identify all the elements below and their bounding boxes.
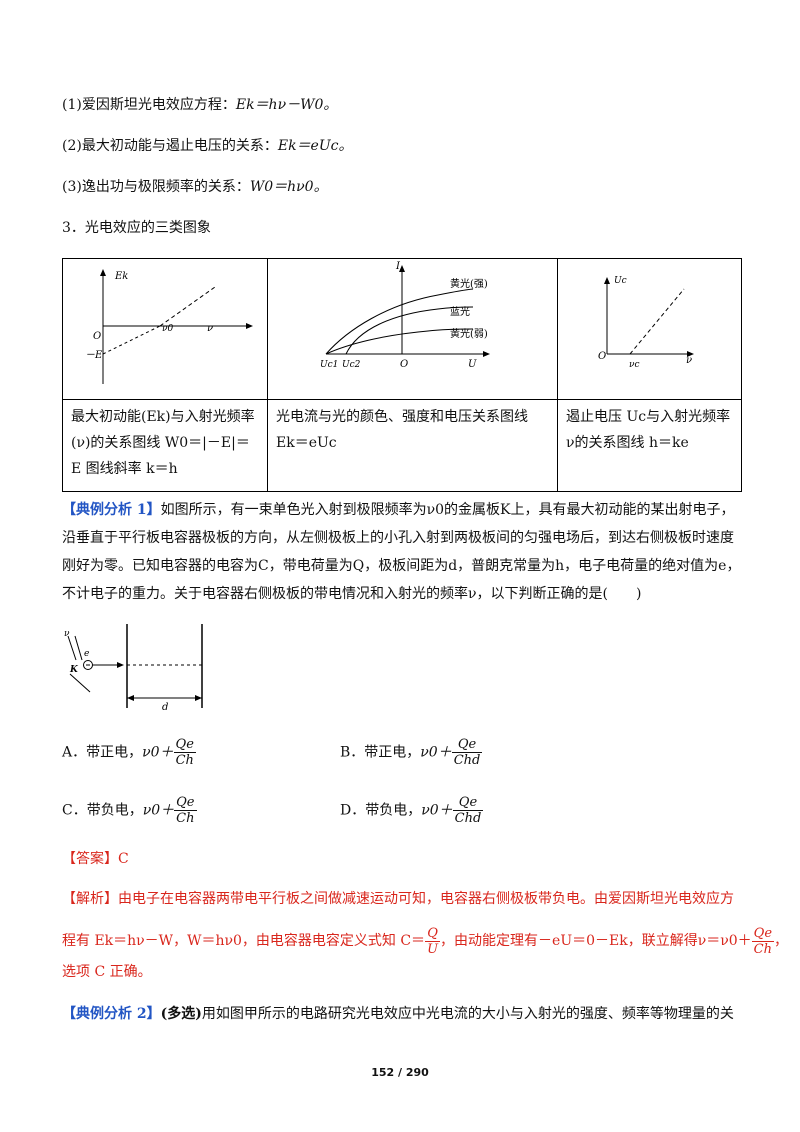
- option-fraction: Qe Chd: [451, 737, 483, 768]
- option-d: D．带负电，ν0＋ Qe Chd: [340, 795, 484, 826]
- graph-uc-vs-nu: Uc O νc ν: [598, 276, 694, 370]
- fraction-denominator: Chd: [453, 753, 481, 768]
- curve-label-yellow-weak: 黄光(弱): [450, 327, 488, 340]
- origin-label: O: [598, 351, 606, 362]
- example1-tag: 【典例分析 1】: [62, 502, 161, 518]
- capacitor-figure: ν e K d: [64, 624, 203, 712]
- graph-ek-vs-nu: Ek O ν0 ν －E: [85, 269, 253, 384]
- formula-prefix: (2)最大初动能与遏止电压的关系：: [62, 138, 278, 154]
- graph-table: Ek O ν0 ν －E I 黄光(强) 蓝光 黄光(弱) Uc1: [62, 258, 742, 492]
- analysis-text: ，由动能定理有－eU＝0－Ek，联立解得ν＝ν0＋: [440, 933, 752, 949]
- option-base: ν0＋: [420, 744, 452, 761]
- origin-label: O: [400, 359, 408, 370]
- formula-line-1: (1)爱因斯坦光电效应方程：Ek＝hν－W0。: [62, 95, 337, 115]
- option-c: C．带负电，ν0＋ Qe Ch: [62, 795, 197, 826]
- e-label: e: [84, 649, 89, 659]
- caption-3: 遏止电压 Uc与入射光频率ν的关系图线 h＝ke: [557, 399, 742, 492]
- example1-question: 【典例分析 1】如图所示，有一束单色光入射到极限频率为ν0的金属板K上，具有最大…: [62, 496, 742, 608]
- fraction-numerator: Qe: [751, 925, 775, 942]
- fraction-numerator: Qe: [173, 737, 196, 753]
- formula-line-3: (3)逸出功与极限频率的关系：W0＝hν0。: [62, 177, 328, 197]
- graph-cell-1: Ek O ν0 ν －E: [62, 258, 268, 400]
- option-label: D．带负电，: [340, 802, 422, 819]
- fraction-denominator: Chd: [454, 811, 482, 826]
- axis-label-u: U: [468, 359, 477, 370]
- option-fraction: Qe Ch: [174, 795, 197, 826]
- example2-tag: 【典例分析 2】: [62, 1006, 161, 1022]
- graph-i-vs-u: I 黄光(强) 蓝光 黄光(弱) Uc1 Uc2 O U: [320, 261, 490, 370]
- option-b: B．带正电，ν0＋ Qe Chd: [340, 737, 483, 768]
- fraction-numerator: Qe: [452, 795, 484, 811]
- option-base: ν0＋: [142, 744, 174, 761]
- example1-text: 如图所示，有一束单色光入射到极限频率为ν0的金属板K上，具有最大初动能的某出射电…: [62, 502, 741, 602]
- option-label: C．带负电，: [62, 802, 143, 819]
- graph-cell-2: I 黄光(强) 蓝光 黄光(弱) Uc1 Uc2 O U: [267, 258, 558, 400]
- fraction-numerator: Qe: [451, 737, 483, 753]
- fraction-denominator: U: [427, 941, 439, 957]
- formula-eq: Ek＝eUc。: [277, 138, 353, 154]
- curve-label-yellow-strong: 黄光(强): [450, 277, 488, 290]
- fraction-numerator: Qe: [174, 795, 197, 811]
- analysis-line-1: 【解析】由电子在电容器两带电平行板之间做减速运动可知，电容器右侧极板带负电。由爱…: [62, 891, 734, 907]
- formula-prefix: (3)逸出功与极限频率的关系：: [62, 179, 250, 195]
- graph-cell-3: Uc O νc ν: [557, 258, 742, 400]
- nu0-label: ν0: [162, 324, 173, 334]
- option-a: A．带正电，ν0＋ Qe Ch: [62, 737, 196, 768]
- nu-label: ν: [64, 629, 70, 639]
- analysis-line-2: 程有 Ek＝hν－W，W＝hν0，由电容器电容定义式知 C＝ Q U ，由动能定理有－…: [62, 924, 788, 958]
- fraction-denominator: Ch: [176, 811, 195, 826]
- uc2-label: Uc2: [342, 360, 361, 370]
- axis-label-nu: ν: [207, 323, 213, 334]
- axis-label-ek: Ek: [114, 271, 128, 282]
- k-label: K: [69, 665, 79, 675]
- option-fraction: Qe Ch: [173, 737, 196, 768]
- formula-eq: W0＝hν0。: [249, 179, 328, 195]
- option-label: B．带正电，: [340, 744, 421, 761]
- analysis-text: 程有 Ek＝hν－W，W＝hν0，由电容器电容定义式知 C＝: [62, 933, 426, 949]
- option-label: A．带正电，: [62, 744, 143, 761]
- axis-label-i: I: [395, 261, 401, 272]
- neg-e-label: －E: [85, 350, 103, 361]
- option-base: ν0＋: [142, 802, 175, 819]
- multi-choice-tag: (多选): [160, 1006, 202, 1022]
- example2-text: 用如图甲所示的电路研究光电效应中光电流的大小与入射光的强度、频率等物理量的关: [201, 1006, 734, 1022]
- example2-question: 【典例分析 2】(多选)用如图甲所示的电路研究光电效应中光电流的大小与入射光的强…: [62, 1004, 734, 1024]
- answer: 【答案】C: [62, 851, 129, 867]
- section-title: 3．光电效应的三类图象: [62, 220, 211, 236]
- option-fraction: Qe Chd: [452, 795, 484, 826]
- uc1-label: Uc1: [320, 360, 338, 370]
- caption-2: 光电流与光的颜色、强度和电压关系图线 Ek＝eUc: [267, 399, 558, 492]
- fraction-numerator: Q: [425, 926, 441, 942]
- fraction-denominator: Ch: [753, 941, 772, 957]
- analysis-text: ，: [774, 933, 789, 949]
- axis-label-nu: ν: [686, 355, 692, 366]
- axis-label-uc: Uc: [614, 276, 627, 286]
- formula-line-2: (2)最大初动能与遏止电压的关系：Ek＝eUc。: [62, 136, 352, 156]
- option-base: ν0＋: [421, 802, 453, 819]
- origin-label: O: [93, 331, 101, 342]
- formula-eq: Ek＝hν－W0。: [235, 97, 338, 113]
- formula-prefix: (1)爱因斯坦光电效应方程：: [62, 97, 236, 113]
- nuc-label: νc: [629, 360, 640, 370]
- analysis-fraction-qe-ch: Qe Ch: [751, 925, 775, 957]
- caption-1: 最大初动能(Ek)与入射光频率(ν)的关系图线 W0＝|－E|＝E 图线斜率 k…: [62, 399, 268, 492]
- page-number: 152 / 290: [371, 1066, 429, 1079]
- d-label: d: [162, 702, 168, 712]
- analysis-line-3: 选项 C 正确。: [62, 964, 152, 980]
- curve-label-blue: 蓝光: [450, 305, 470, 318]
- fraction-denominator: Ch: [175, 753, 194, 768]
